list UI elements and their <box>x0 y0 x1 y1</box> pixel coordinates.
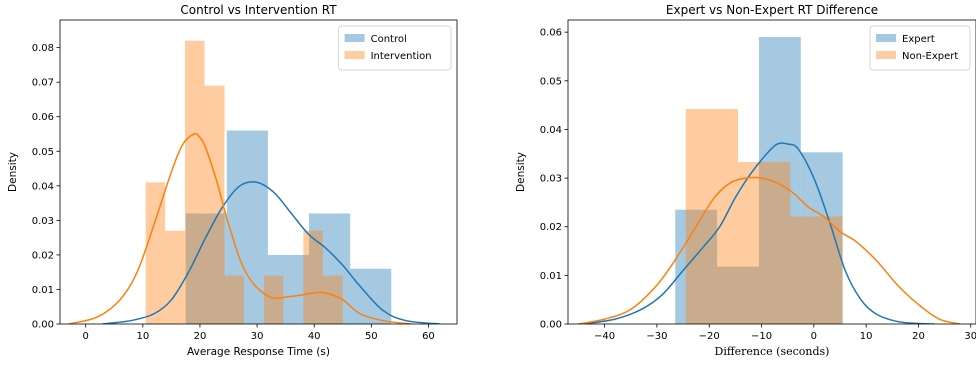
subplot-2: −40 −30 −20 −10 0 10 20 300.000.010.020.030.040… <box>515 3 976 358</box>
plot-area <box>68 40 440 324</box>
y-tick-label-1: 0.01 <box>540 271 562 282</box>
subplot-1: 0 10 20 30 40 50 600.000.010.020.030.040.050.0… <box>7 3 458 358</box>
y-tick-label-0: 0.00 <box>540 320 562 331</box>
y-tick-label-7: 0.07 <box>32 78 54 89</box>
hist-bar-s2-0 <box>145 182 166 324</box>
hist-bar-s2-0 <box>685 109 738 324</box>
y-tick-label-3: 0.03 <box>32 216 54 227</box>
hist-bar-s1-2 <box>267 254 310 324</box>
hist-bar-s2-1 <box>738 162 791 324</box>
y-tick-label-3: 0.03 <box>540 174 562 185</box>
x-tick-label-0: 0 <box>83 331 89 342</box>
y-axis: 0.00 0.01 0.02 0.03 0.04 0.05 0.06 0.07 0.08 <box>32 43 60 331</box>
hist-bar-s2-4 <box>224 275 244 324</box>
y-tick-label-4: 0.04 <box>32 181 54 192</box>
x-tick-label-2: −20 <box>699 331 720 342</box>
hist-bar-s2-2 <box>790 216 843 324</box>
x-tick-label-5: 50 <box>365 331 378 342</box>
x-tick-label-6: 60 <box>422 331 435 342</box>
legend-swatch-1 <box>344 34 365 42</box>
x-tick-label-1: −30 <box>646 331 667 342</box>
kde-line-s2 <box>578 176 961 324</box>
hist-bar-s1-3 <box>309 213 351 324</box>
hist-bar-s1-2 <box>758 37 801 324</box>
legend: Expert Non-Expert <box>869 25 971 71</box>
legend-label-2: Intervention <box>371 51 432 62</box>
x-tick-label-3: −10 <box>751 331 772 342</box>
y-tick-label-2: 0.02 <box>32 250 54 261</box>
x-tick-label-5: 10 <box>860 331 873 342</box>
x-tick-label-2: 20 <box>194 331 207 342</box>
legend-label-2: Non-Expert <box>902 51 958 62</box>
kde-line-s1 <box>102 181 440 324</box>
chart-title: Control vs Intervention RT <box>180 3 337 17</box>
x-tick-label-7: 30 <box>964 331 976 342</box>
hist-bar-s2-3 <box>204 85 225 324</box>
y-tick-label-1: 0.01 <box>32 285 54 296</box>
plot-area <box>578 37 961 324</box>
kde-line-s2 <box>68 132 412 324</box>
legend: Control Intervention <box>338 25 452 71</box>
axes-frame <box>59 19 458 325</box>
x-tick-label-3: 30 <box>251 331 264 342</box>
hist-bar-s2-2 <box>185 40 205 324</box>
chart-title: Expert vs Non-Expert RT Difference <box>666 3 878 17</box>
hist-bar-s1-3 <box>800 152 843 324</box>
y-tick-label-5: 0.05 <box>32 147 54 158</box>
legend-swatch-1 <box>876 34 896 42</box>
y-axis-label: Density <box>515 152 527 192</box>
x-axis-label: Average Response Time (s) <box>187 346 330 358</box>
hist-bar-s1-0 <box>675 209 718 324</box>
legend-box <box>338 25 452 71</box>
x-tick-label-6: 20 <box>912 331 925 342</box>
legend-box <box>869 25 971 71</box>
y-tick-label-4: 0.04 <box>540 125 562 136</box>
x-axis: 0 10 20 30 40 50 60 <box>83 324 435 342</box>
hist-bar-s2-9 <box>322 275 343 324</box>
y-axis: 0.00 0.01 0.02 0.03 0.04 0.05 0.06 <box>540 28 568 331</box>
x-tick-label-0: −40 <box>594 331 615 342</box>
x-axis-label: Difference (seconds) <box>715 345 830 358</box>
y-tick-label-5: 0.05 <box>540 76 562 87</box>
legend-swatch-2 <box>876 51 896 59</box>
x-tick-label-4: 40 <box>308 331 321 342</box>
hist-bar-s2-1 <box>165 230 186 324</box>
y-tick-label-2: 0.02 <box>540 222 562 233</box>
x-tick-label-1: 10 <box>136 331 149 342</box>
axes-frame <box>567 19 976 325</box>
y-tick-label-0: 0.00 <box>32 320 54 331</box>
hist-bar-s1-0 <box>185 213 227 324</box>
hist-bar-s2-8 <box>303 230 323 324</box>
hist-bar-s2-6 <box>263 275 284 324</box>
legend-swatch-2 <box>344 51 365 59</box>
x-tick-label-4: 0 <box>811 331 817 342</box>
y-tick-label-6: 0.06 <box>32 112 54 123</box>
hist-bar-s1-4 <box>350 268 392 324</box>
x-axis: −40 −30 −20 −10 0 10 20 30 <box>594 324 976 342</box>
legend-label-1: Control <box>371 34 407 45</box>
y-tick-label-6: 0.06 <box>540 28 562 39</box>
legend-label-1: Expert <box>902 34 935 45</box>
kde-line-s1 <box>583 142 935 324</box>
y-tick-label-8: 0.08 <box>32 43 54 54</box>
y-axis-label: Density <box>7 152 19 192</box>
hist-bar-s1-1 <box>717 266 759 324</box>
